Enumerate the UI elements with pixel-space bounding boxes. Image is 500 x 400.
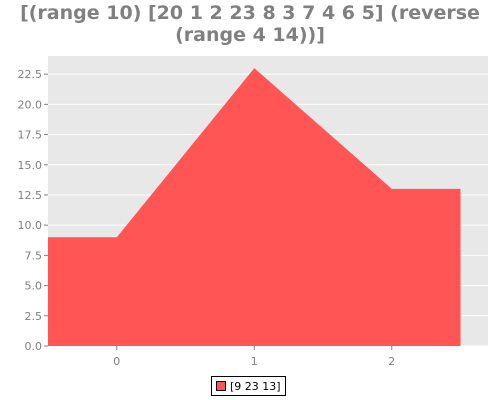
chart-title-line-1: [(range 10) [20 1 2 23 8 3 7 4 6 5] (rev… bbox=[20, 2, 480, 24]
y-tick-label: 5.0 bbox=[25, 280, 43, 293]
y-tick-label: 20.0 bbox=[18, 98, 43, 111]
y-tick-label: 17.5 bbox=[18, 129, 43, 142]
y-tick-label: 10.0 bbox=[18, 219, 43, 232]
y-tick-label: 12.5 bbox=[18, 189, 43, 202]
legend: [9 23 13] bbox=[211, 376, 286, 396]
y-tick-label: 7.5 bbox=[25, 249, 43, 262]
y-tick-label: 15.0 bbox=[18, 159, 43, 172]
x-tick-label: 2 bbox=[388, 355, 395, 368]
chart-title: [(range 10) [20 1 2 23 8 3 7 4 6 5] (rev… bbox=[0, 2, 500, 46]
series-area bbox=[48, 68, 461, 346]
y-tick-label: 22.5 bbox=[18, 68, 43, 81]
chart-title-line-2: (range 4 14))] bbox=[175, 24, 325, 46]
x-tick-label: 1 bbox=[251, 355, 258, 368]
series-areas bbox=[48, 68, 461, 346]
y-tick-label: 0.0 bbox=[25, 340, 43, 353]
y-axis: 0.0 2.5 5.0 7.5 10.0 12.5 15.0 17.5 20.0 22.5 bbox=[18, 68, 48, 353]
legend-swatch bbox=[216, 381, 226, 391]
y-tick-label: 2.5 bbox=[25, 310, 43, 323]
x-tick-label: 0 bbox=[113, 355, 120, 368]
legend-label: [9 23 13] bbox=[230, 379, 281, 393]
x-axis: 0 1 2 bbox=[113, 346, 395, 368]
